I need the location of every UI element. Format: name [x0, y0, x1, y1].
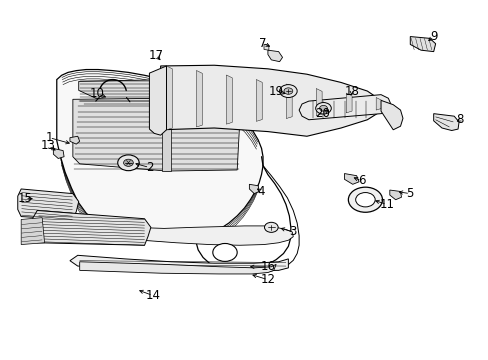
Polygon shape — [73, 98, 240, 171]
Polygon shape — [73, 221, 293, 245]
Circle shape — [118, 155, 139, 171]
Polygon shape — [160, 65, 380, 136]
Text: 2: 2 — [145, 161, 153, 174]
Text: 11: 11 — [379, 198, 394, 211]
Polygon shape — [256, 80, 262, 121]
Text: 3: 3 — [289, 225, 296, 238]
Polygon shape — [196, 71, 202, 127]
Text: 18: 18 — [344, 85, 359, 98]
Polygon shape — [375, 98, 381, 110]
Text: 5: 5 — [406, 187, 413, 200]
Polygon shape — [267, 50, 282, 62]
Polygon shape — [285, 84, 291, 118]
Text: 10: 10 — [90, 87, 104, 100]
Polygon shape — [316, 89, 322, 116]
Polygon shape — [32, 211, 151, 245]
Polygon shape — [249, 184, 259, 194]
Text: 20: 20 — [314, 107, 329, 120]
Polygon shape — [53, 148, 64, 158]
Text: 9: 9 — [429, 30, 437, 43]
Text: 15: 15 — [18, 192, 32, 205]
Text: 4: 4 — [257, 185, 265, 198]
Polygon shape — [21, 218, 44, 244]
Polygon shape — [409, 37, 435, 51]
Polygon shape — [389, 190, 401, 200]
Text: 16: 16 — [260, 260, 275, 273]
Circle shape — [315, 103, 330, 114]
Text: 17: 17 — [148, 49, 163, 62]
Polygon shape — [161, 79, 171, 171]
Polygon shape — [79, 80, 244, 107]
Polygon shape — [166, 66, 172, 130]
Circle shape — [264, 222, 278, 232]
Text: 7: 7 — [259, 36, 266, 50]
Polygon shape — [299, 95, 390, 120]
Circle shape — [347, 187, 382, 212]
Text: 14: 14 — [145, 289, 160, 302]
Polygon shape — [70, 136, 80, 144]
Polygon shape — [380, 100, 402, 130]
Text: 19: 19 — [268, 85, 283, 98]
Polygon shape — [346, 93, 351, 113]
Text: 1: 1 — [45, 131, 53, 144]
Text: 13: 13 — [41, 139, 56, 152]
Circle shape — [284, 88, 292, 94]
Circle shape — [279, 85, 297, 98]
Polygon shape — [80, 262, 276, 274]
Polygon shape — [226, 75, 232, 124]
Polygon shape — [433, 114, 458, 131]
Polygon shape — [57, 69, 263, 241]
Text: 6: 6 — [357, 174, 365, 187]
Polygon shape — [344, 174, 358, 184]
Circle shape — [123, 159, 133, 166]
Circle shape — [319, 105, 327, 111]
Polygon shape — [18, 189, 79, 220]
Text: 8: 8 — [455, 113, 463, 126]
Polygon shape — [149, 66, 166, 135]
Text: 12: 12 — [260, 273, 275, 286]
Circle shape — [212, 243, 237, 261]
Polygon shape — [264, 44, 268, 50]
Circle shape — [355, 193, 374, 207]
Polygon shape — [70, 255, 288, 270]
